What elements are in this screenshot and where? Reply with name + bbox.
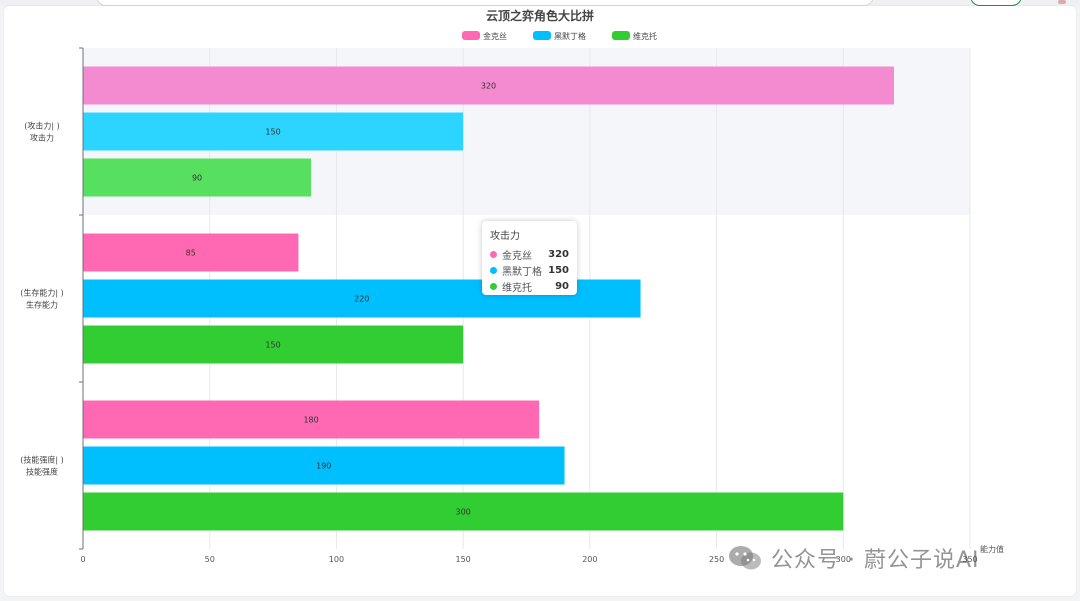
category-label-line2: 攻击力 [30, 133, 54, 143]
bar [83, 492, 844, 531]
tooltip-value: 320 [548, 248, 569, 260]
x-tick-label: 100 [329, 555, 344, 564]
tooltip-dot [490, 266, 497, 274]
legend-label: 金克丝 [483, 31, 507, 41]
bar [83, 325, 464, 364]
x-tick-label: 300 [836, 555, 851, 564]
bar-value-label: 320 [481, 82, 496, 91]
bar-value-label: 190 [316, 462, 331, 471]
legend-swatch [462, 31, 480, 40]
tooltip-value: 90 [555, 280, 569, 292]
watermark-text: 公众号 · 蔚公子说AI [771, 548, 980, 573]
top-indicator [1058, 0, 1066, 4]
category-label-line1: (攻击力| ) [24, 121, 59, 131]
bar-value-label: 300 [456, 508, 471, 517]
bar [83, 158, 312, 197]
category-label-line1: (生存能力| ) [20, 288, 63, 298]
chart-tooltip: 攻击力 金克丝 320 黑默丁格 150 维克托 90 [482, 221, 577, 295]
tooltip-series-name: 黑默丁格 [502, 266, 542, 278]
watermark: 公众号 · 蔚公子说AI [727, 540, 980, 576]
x-tick-label: 200 [582, 555, 597, 564]
bar-value-label: 90 [192, 174, 202, 183]
tooltip-dot [490, 250, 497, 258]
bar [83, 446, 565, 485]
bar-value-label: 220 [354, 295, 369, 304]
x-tick-label: 350 [962, 555, 977, 564]
wechat-logo-icon [729, 546, 761, 570]
chart-title: 云顶之弈角色大比拼 [486, 8, 594, 23]
x-tick-label: 150 [456, 555, 471, 564]
legend-swatch [612, 31, 630, 40]
tooltip-row: 黑默丁格 150 [490, 262, 569, 278]
tooltip-row: 金克丝 320 [490, 246, 569, 262]
bar [83, 233, 299, 272]
bar [83, 66, 894, 105]
x-tick-label: 50 [205, 555, 215, 564]
bar-value-label: 180 [303, 416, 318, 425]
bar [83, 112, 464, 151]
bar-value-label: 150 [265, 341, 280, 350]
bar-value-label: 85 [186, 249, 196, 258]
tooltip-dot [490, 282, 497, 290]
bar [83, 400, 540, 439]
x-axis-label: 能力值 [980, 544, 1004, 554]
legend-swatch [533, 31, 551, 40]
tooltip-title: 攻击力 [490, 231, 520, 242]
legend-label: 维克托 [633, 31, 657, 41]
tooltip-value: 150 [548, 264, 569, 276]
x-tick-label: 0 [80, 555, 85, 564]
x-tick-label: 250 [709, 555, 724, 564]
tooltip-series-name: 维克托 [502, 282, 532, 294]
bar-value-label: 150 [265, 128, 280, 137]
category-label-line2: 技能强度 [26, 467, 58, 477]
tooltip-series-name: 金克丝 [502, 250, 532, 262]
category-label-line1: (技能强度| ) [20, 455, 63, 465]
legend-label: 黑默丁格 [554, 31, 586, 41]
category-label-line2: 生存能力 [26, 300, 58, 310]
tooltip-row: 维克托 90 [490, 278, 569, 294]
